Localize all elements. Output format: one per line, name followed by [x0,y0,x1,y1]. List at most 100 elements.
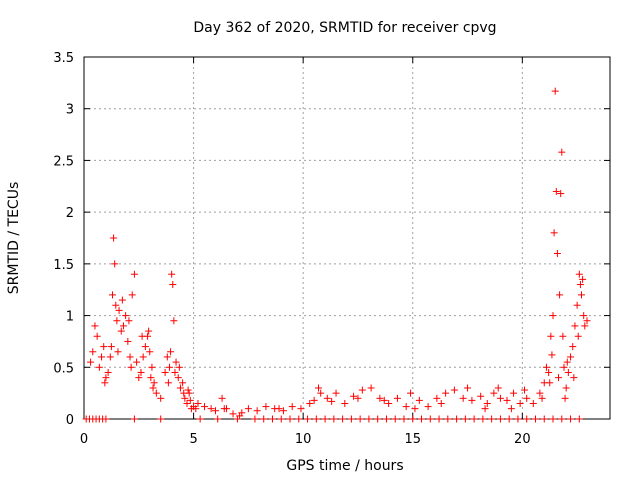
data-point [330,415,338,423]
data-point [553,250,561,258]
data-point [104,368,112,376]
data-point [453,415,461,423]
data-point [194,399,202,407]
data-point [583,317,591,325]
data-point [358,386,366,394]
data-point [110,234,118,242]
data-point [554,374,562,382]
data-point [192,405,200,413]
data-point [435,415,443,423]
data-point [251,415,259,423]
plot-frame [83,56,611,420]
data-point [546,379,554,387]
data-point [174,374,182,382]
data-point [220,405,228,413]
data-point [365,415,373,423]
data-point [201,403,209,411]
data-point [450,386,458,394]
data-point [479,415,487,423]
data-point [145,327,153,335]
data-point [253,407,261,415]
data-point [288,403,296,411]
y-axis-title: SRMTID / TECUs [6,182,22,295]
data-point [575,415,583,423]
axis-ticks: 0 5 10 15 20 0 0.5 1 1.5 2 2.5 3 3.5 [53,51,610,447]
data-point [169,281,177,289]
data-point [310,396,318,404]
data-point [148,363,156,371]
data-point [393,394,401,402]
data-point [347,415,355,423]
data-point [531,415,539,423]
data-point [138,332,146,340]
data-point [286,415,294,423]
data-point [549,312,557,320]
x-axis-title: GPS time / hours [286,458,403,474]
data-point [163,353,171,361]
data-point [317,389,325,397]
data-point [468,396,476,404]
data-point [464,384,472,392]
data-point [567,353,575,361]
data-point [328,397,336,405]
data-point [424,403,432,411]
data-point [573,301,581,309]
y-tick-label: 1 [66,310,74,325]
data-point [150,379,158,387]
data-point [161,368,169,376]
data-point [87,358,95,366]
data-point [356,415,364,423]
data-point [149,384,157,392]
data-point [107,343,115,351]
data-point [556,291,564,299]
data-point [168,270,176,278]
data-point [165,363,173,371]
data-point [184,386,192,394]
data-point [176,384,184,392]
data-point [354,394,362,402]
data-point [542,363,550,371]
data-point [505,415,513,423]
data-point [295,415,303,423]
data-point [350,392,358,400]
data-point [540,415,548,423]
data-point [550,229,558,237]
data-point [196,415,204,423]
data-point [385,399,393,407]
data-point [437,399,445,407]
data-point [171,368,179,376]
y-tick-label: 0 [66,413,74,428]
data-point [164,379,172,387]
data-point [481,405,489,413]
data-point [376,394,384,402]
data-point [488,415,496,423]
data-point [571,322,579,330]
data-point [564,368,572,376]
data-point [101,379,109,387]
data-point [562,384,570,392]
data-point [547,332,555,340]
data-point [312,415,320,423]
data-points [82,87,591,423]
data-point [374,415,382,423]
data-point [367,384,375,392]
data-point [548,351,556,359]
data-point [444,415,452,423]
data-point [536,389,544,397]
data-point [167,348,175,356]
data-point [106,353,114,361]
data-point [137,368,145,376]
data-point [470,415,478,423]
x-tick-label: 5 [189,432,197,447]
data-point [552,187,560,195]
data-point [496,415,504,423]
data-point [538,394,546,402]
data-point [114,348,122,356]
data-point [306,399,314,407]
data-point [567,415,575,423]
data-point [268,415,276,423]
data-point [139,353,147,361]
data-point [380,396,388,404]
data-point [128,291,136,299]
data-point [315,384,323,392]
